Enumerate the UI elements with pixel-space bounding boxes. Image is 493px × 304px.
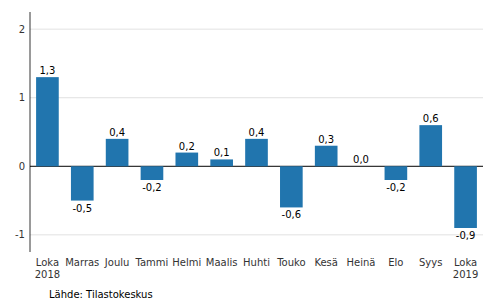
data-label: -0,6 bbox=[282, 209, 302, 220]
x-tick-label: Heinä bbox=[347, 257, 376, 268]
bar bbox=[175, 153, 198, 167]
x-tick-label: Loka2018 bbox=[35, 257, 60, 280]
data-label: 0,2 bbox=[179, 141, 195, 152]
bar bbox=[419, 125, 442, 166]
x-tick-label: Maalis bbox=[206, 257, 238, 268]
data-label: 0,6 bbox=[423, 113, 439, 124]
bar bbox=[71, 166, 94, 200]
x-tick-label: Joulu bbox=[104, 257, 130, 268]
data-label: 0,3 bbox=[318, 134, 334, 145]
x-tick-label: Elo bbox=[388, 257, 403, 268]
y-axis: -1 0 1 2 bbox=[15, 12, 30, 252]
data-label: -0,5 bbox=[73, 203, 93, 214]
bar bbox=[141, 166, 164, 180]
data-label: 1,3 bbox=[39, 65, 55, 76]
bar bbox=[36, 77, 59, 166]
data-label: 0,0 bbox=[353, 154, 369, 165]
x-tick-label: Kesä bbox=[314, 257, 338, 268]
data-label: -0,2 bbox=[386, 182, 406, 193]
y-tick-label: 2 bbox=[19, 24, 25, 35]
data-label: 0,4 bbox=[249, 127, 265, 138]
x-tick-label: Loka2019 bbox=[453, 257, 478, 280]
x-tick-label: Syys bbox=[419, 257, 442, 268]
grid bbox=[30, 29, 483, 235]
bar bbox=[210, 159, 233, 166]
bars bbox=[36, 77, 477, 228]
y-axis-line bbox=[30, 12, 31, 252]
data-label: -0,2 bbox=[142, 182, 162, 193]
chart: -1 0 1 2 1,3 -0,5 0,4 -0,2 0,2 0,1 0,4 -0,6 0,3 0,0 -0… bbox=[0, 0, 493, 304]
bar bbox=[350, 166, 373, 167]
bar bbox=[280, 166, 303, 207]
data-label: 0,4 bbox=[109, 127, 125, 138]
x-axis: Loka2018 Marras Joulu TammiHelmi Maalis Huhti… bbox=[35, 257, 479, 280]
x-tick-label: Tammi bbox=[135, 257, 169, 268]
grid-line bbox=[30, 29, 483, 30]
data-label: -0,9 bbox=[456, 230, 476, 241]
data-label: 0,1 bbox=[214, 147, 230, 158]
x-tick-label: Marras bbox=[65, 257, 99, 268]
grid-line bbox=[30, 97, 483, 98]
y-tick-label: 0 bbox=[19, 161, 25, 172]
grid-line bbox=[30, 234, 483, 235]
data-labels: 1,3 -0,5 0,4 -0,2 0,2 0,1 0,4 -0,6 0,3 0,0 -0,2 0,6… bbox=[39, 65, 475, 241]
bar bbox=[106, 139, 129, 166]
x-tick-label: Huhti bbox=[243, 257, 270, 268]
footnote: Lähde: Tilastokeskus bbox=[49, 289, 153, 300]
bar bbox=[245, 139, 268, 166]
y-tick-label: -1 bbox=[15, 229, 25, 240]
x-tick-label: Touko bbox=[276, 257, 305, 268]
x-tick-label: Helmi bbox=[172, 257, 201, 268]
chart-container: -1 0 1 2 1,3 -0,5 0,4 -0,2 0,2 0,1 0,4 -0,6 0,3 0,0 -0… bbox=[0, 0, 493, 304]
bar bbox=[315, 146, 338, 167]
bar bbox=[454, 166, 477, 228]
y-tick-label: 1 bbox=[19, 92, 25, 103]
bar bbox=[385, 166, 408, 180]
